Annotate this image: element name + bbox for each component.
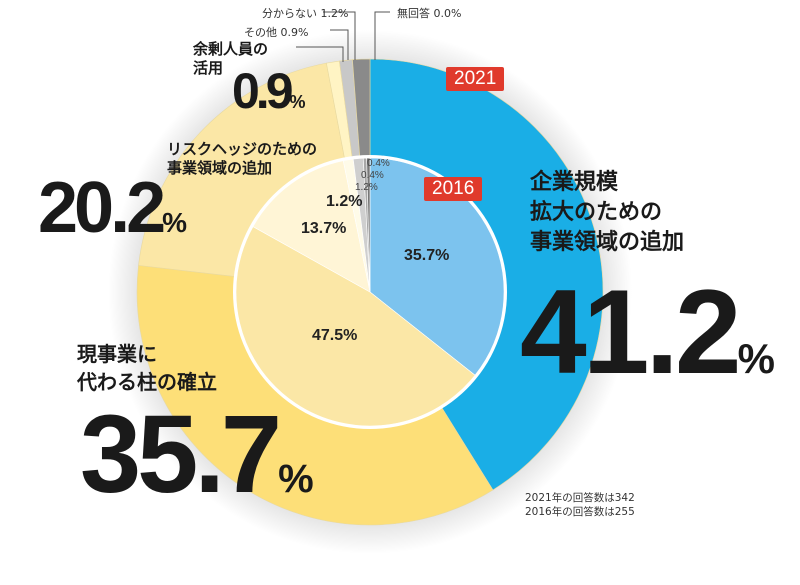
- percent-sign: %: [278, 457, 314, 501]
- slice-2016-1: [235, 226, 476, 427]
- inner-small-no-answer: 0.4%: [367, 158, 390, 169]
- inner-small-unknown: 0.4%: [361, 170, 384, 181]
- value-text: 35.7: [80, 393, 282, 516]
- label-line: 企業規模: [530, 170, 619, 195]
- label-new-pillar: 現事業に 代わる柱の確立: [77, 340, 217, 396]
- slice-2016-0: [369, 157, 505, 376]
- label-line: リスクヘッジのための: [167, 140, 318, 158]
- label-line: 拡大のための: [530, 200, 663, 225]
- label-expansion: 企業規模 拡大のための 事業領域の追加: [530, 168, 684, 258]
- label-unknown: 分からない 1.2%: [262, 7, 349, 20]
- inner-small-other: 1.2%: [355, 182, 378, 193]
- value-text: 41.2: [520, 265, 742, 399]
- value-new-pillar: 35.7%: [80, 400, 314, 510]
- label-no-answer: 無回答 0.0%: [397, 7, 462, 20]
- percent-sign: %: [162, 207, 188, 238]
- note-2016: 2016年の回答数は255: [525, 506, 635, 518]
- label-line: 事業領域の追加: [167, 158, 273, 177]
- percent-sign: %: [289, 92, 306, 112]
- label-line: 代わる柱の確立: [77, 370, 217, 394]
- year-tag-2021: 2021: [446, 67, 505, 91]
- note-2021: 2021年の回答数は342: [525, 492, 635, 504]
- inner-value-risk-hedge: 13.7%: [301, 220, 347, 237]
- label-other: その他 0.9%: [244, 26, 309, 39]
- label-surplus-staff: 余剰人員の 活用: [193, 40, 268, 78]
- year-tag-2016: 2016: [424, 177, 483, 201]
- slice-2016-6: [366, 157, 371, 293]
- percent-sign: %: [737, 335, 775, 382]
- label-line: 事業領域の追加: [530, 230, 685, 255]
- label-line: 余剰人員の: [193, 40, 269, 58]
- inner-value-expansion: 35.7%: [404, 247, 450, 264]
- label-line: 活用: [193, 58, 224, 77]
- value-surplus-staff: 0.9%: [232, 66, 306, 116]
- label-line: 現事業に: [77, 342, 157, 366]
- respondent-notes: 2021年の回答数は342 2016年の回答数は255: [525, 491, 635, 519]
- value-expansion: 41.2%: [520, 272, 775, 392]
- leader-lines: [296, 11, 390, 62]
- label-risk-hedge: リスクヘッジのための 事業領域の追加: [167, 140, 317, 178]
- inner-value-surplus-staff: 1.2%: [326, 193, 363, 210]
- slice-2016-2: [252, 160, 371, 293]
- inner-value-new-pillar: 47.5%: [312, 327, 358, 344]
- value-risk-hedge: 20.2%: [38, 172, 187, 244]
- value-text: 0.9: [232, 63, 293, 119]
- inner-ring-2016: [233, 155, 507, 429]
- value-text: 20.2: [38, 168, 166, 248]
